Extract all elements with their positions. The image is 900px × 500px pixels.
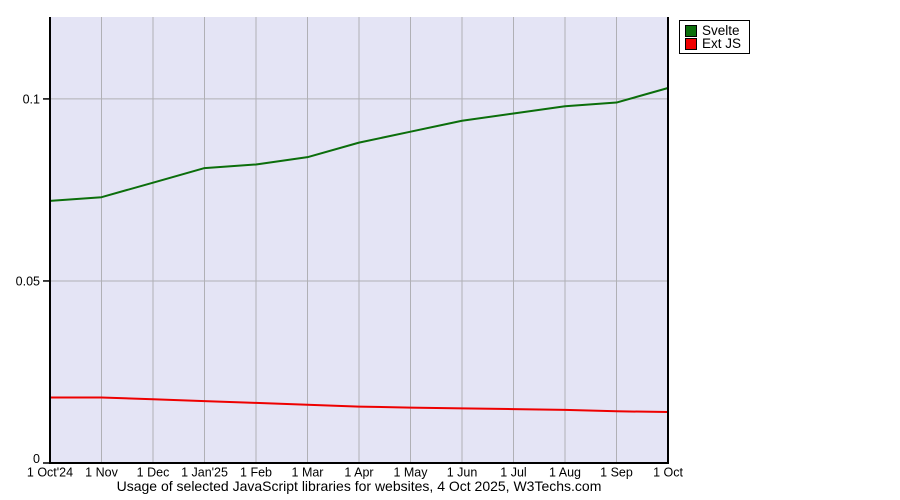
y-tick-label: 0.1 [23,92,40,106]
x-tick-label: 1 Oct [653,466,683,480]
x-tick-label: 1 Jul [500,466,526,480]
legend-item-svelte: Svelte [685,24,741,37]
series-line-ext-js [50,396,669,414]
chart-caption: Usage of selected JavaScript libraries f… [116,478,602,494]
legend-label: Svelte [702,23,740,38]
ext-js-swatch-icon [685,37,697,50]
legend: Svelte Ext JS [679,20,751,54]
x-tick-label: 1 Jan'25 [181,466,228,480]
svelte-swatch-icon [685,24,697,37]
x-tick-label: 1 Aug [549,466,581,480]
x-tick-label: 1 Jun [447,466,478,480]
x-tick-label: 1 Nov [85,466,118,480]
x-tick-label: 1 Dec [137,466,170,480]
legend-label: Ext JS [702,36,742,51]
y-tick-label: 0 [33,452,40,466]
legend-item-ext-js: Ext JS [685,37,741,50]
y-tick-label: 0.05 [16,274,40,288]
series-line-svelte [49,87,669,202]
x-tick-label: 1 Oct'24 [27,466,73,480]
x-tick-label: 1 Mar [292,466,324,480]
x-tick-label: 1 May [393,466,428,480]
x-tick-label: 1 Feb [240,466,272,480]
x-tick-label: 1 Apr [344,466,373,480]
x-tick-label: 1 Sep [600,466,633,480]
